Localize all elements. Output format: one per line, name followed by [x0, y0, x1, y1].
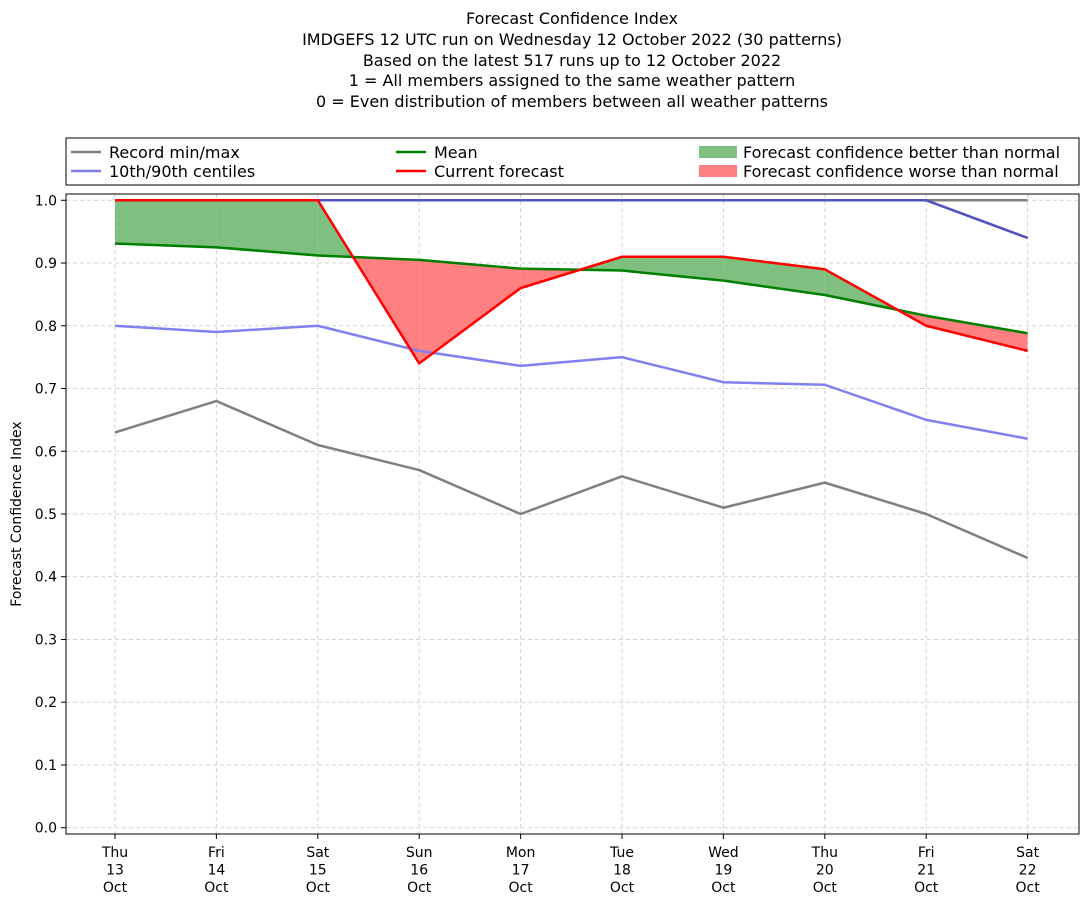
legend-label-centiles: 10th/90th centiles [109, 162, 255, 181]
x-tick-label: Fri 14 Oct [204, 845, 229, 896]
fill-better-than-normal [216, 200, 318, 256]
y-tick-label: 0.5 [35, 507, 57, 523]
fill-better-than-normal [115, 200, 217, 248]
y-tick-label: 0.8 [35, 319, 57, 335]
x-tick-label: Wed 19 Oct [708, 845, 739, 896]
title-line-3: Based on the latest 517 runs up to 12 Oc… [363, 51, 781, 70]
x-axis-ticks: Thu 13 Oct Fri 14 Oct Sat 15 Oct Sun 16 Oct Mon 17 Oct… [101, 834, 1040, 896]
fill-worse-than-normal [926, 315, 1028, 351]
legend-label-record: Record min/max [109, 143, 240, 162]
x-tick-label: Fri 21 Oct [914, 845, 939, 896]
y-tick-label: 0.2 [35, 695, 57, 711]
chart-title: Forecast Confidence Index IMDGEFS 12 UTC… [302, 9, 842, 111]
y-tick-label: 0.9 [35, 256, 57, 272]
legend-swatch-better [699, 146, 737, 158]
title-line-5: 0 = Even distribution of members between… [316, 92, 828, 111]
legend-swatch-worse [699, 165, 737, 177]
chart-legend: Record min/max 10th/90th centiles Mean C… [65, 137, 1080, 186]
legend-label-worse: Forecast confidence worse than normal [743, 162, 1059, 181]
series-lines [114, 199, 1029, 560]
fill-better-than-normal [622, 256, 724, 281]
y-tick-label: 0.6 [35, 444, 57, 460]
y-tick-label: 0.1 [35, 758, 57, 774]
title-line-2: IMDGEFS 12 UTC run on Wednesday 12 Octob… [302, 30, 842, 49]
x-tick-label: Thu 20 Oct [811, 845, 838, 896]
mean-line [114, 242, 1028, 335]
y-tick-label: 0.3 [35, 632, 57, 648]
legend-label-better: Forecast confidence better than normal [743, 143, 1060, 162]
y-tick-label: 0.7 [35, 382, 57, 398]
y-axis-label: Forecast Confidence Index [9, 421, 25, 606]
legend-frame [65, 137, 1080, 186]
fill-worse-than-normal [419, 259, 521, 364]
x-tick-label: Mon 17 Oct [506, 845, 536, 896]
y-tick-label: 0.4 [35, 570, 57, 586]
plot-area: 0.0 0.1 0.2 0.3 0.4 0.5 0.6 0.7 0.8 0.9 1.0 Thu 13 O… [9, 193, 1080, 896]
x-tick-label: Sat 15 Oct [306, 845, 331, 896]
x-tick-label: Sun 16 Oct [406, 845, 433, 896]
x-tick-label: Sat 22 Oct [1015, 845, 1040, 896]
y-tick-label: 0.0 [35, 821, 57, 837]
x-tick-label: Thu 13 Oct [101, 845, 128, 896]
title-line-4: 1 = All members assigned to the same wea… [349, 71, 796, 90]
y-axis-ticks: 0.0 0.1 0.2 0.3 0.4 0.5 0.6 0.7 0.8 0.9 1.0 [35, 193, 66, 837]
x-tick-label: Tue 18 Oct [609, 845, 635, 896]
y-tick-label: 1.0 [35, 193, 57, 209]
legend-label-current: Current forecast [434, 162, 564, 181]
legend-label-mean: Mean [434, 143, 478, 162]
record-min-line [114, 399, 1029, 560]
title-line-1: Forecast Confidence Index [466, 9, 678, 28]
current-forecast-line [115, 199, 1028, 365]
p10-line [114, 324, 1028, 440]
grid-lines [66, 194, 1079, 834]
confidence-fills [115, 200, 1028, 364]
